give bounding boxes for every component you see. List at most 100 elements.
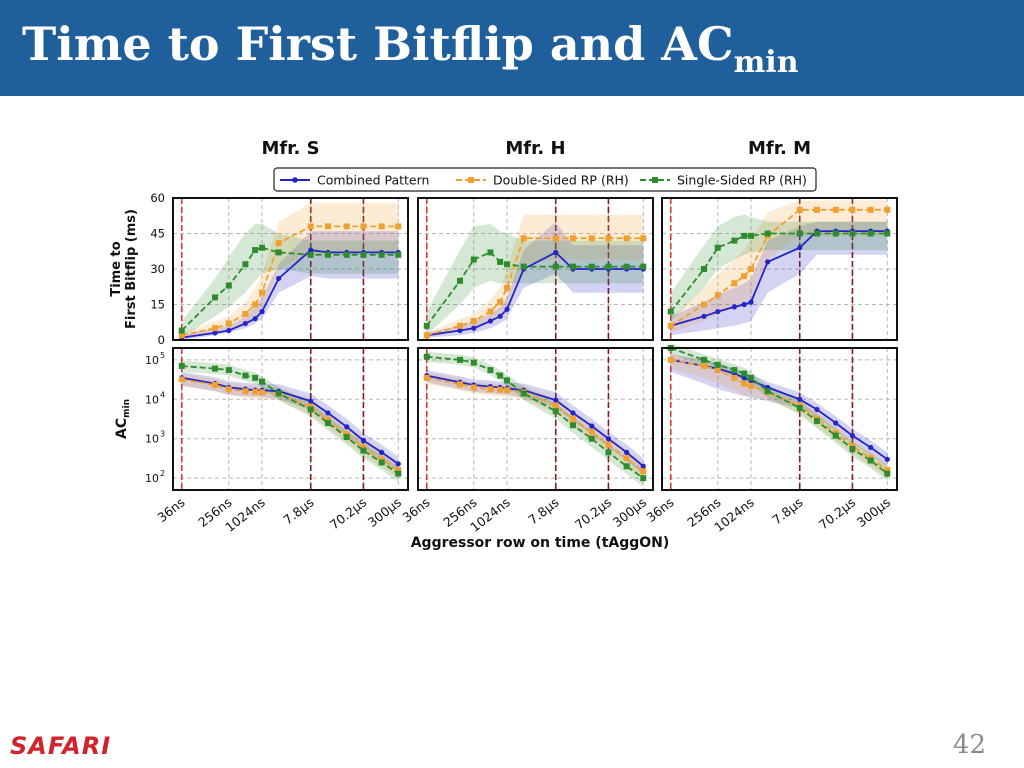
data-point [395,251,402,258]
data-point [520,390,527,397]
data-point [867,230,874,237]
data-point [797,396,803,402]
data-point [504,387,511,394]
data-point [884,456,890,462]
data-point [504,284,511,291]
series-single-sided-rp-rh [423,249,647,329]
panel-frame [661,197,898,341]
x-tick-label: 7.8µs [525,495,561,528]
data-point [520,263,527,270]
data-point [553,397,559,403]
data-point [395,470,402,477]
data-point [226,327,232,334]
data-point [242,388,249,395]
data-point [457,327,463,334]
data-point [379,449,385,455]
data-point [178,362,185,369]
data-point [849,445,856,452]
data-point [700,362,707,369]
data-point [470,256,477,263]
panel-frame [417,347,654,491]
data-point [867,206,874,213]
band-single-sided-rp-rh [181,360,399,482]
data-point [456,277,463,284]
data-point [225,320,232,327]
data-point [714,361,721,368]
data-point [325,410,331,416]
series-single-sided-rp-rh [667,230,891,315]
data-point [714,367,721,374]
y-tick-label: 60 [150,191,165,205]
y-tick-base: 10 [145,433,159,446]
data-point [308,247,314,253]
data-point [640,463,646,469]
data-point [667,322,674,329]
data-point [344,424,350,430]
data-point [504,261,511,268]
data-point [225,282,232,289]
data-point [849,230,856,237]
data-point [178,376,185,383]
data-point [324,223,331,230]
data-point [741,375,747,381]
legend-label: Double-Sided RP (RH) [493,173,629,188]
data-point [701,313,707,319]
data-point [360,444,367,451]
data-point [640,475,647,482]
band-combined-pattern [670,354,888,468]
series-single-sided-rp-rh [178,244,402,334]
data-point [470,318,477,325]
data-point [252,374,259,381]
data-point [275,390,282,397]
y-tick-exponent: 4 [160,390,165,399]
data-point [470,359,477,366]
data-point [471,325,477,331]
mfr-title-mfr-h: Mfr. H [505,138,565,159]
data-point [275,249,282,256]
panel-frame [172,197,409,341]
y-label-line1: Time to [109,241,124,296]
y-label-line2: First Bitflip (ms) [124,209,139,329]
bottom-y-axis-label: ACmin [114,399,132,439]
data-point [569,422,576,429]
data-point [497,258,504,265]
data-point [225,386,232,393]
data-point [487,318,494,324]
data-point [259,244,266,251]
data-point [470,384,477,391]
data-point [252,301,259,308]
data-point [276,275,282,282]
data-point [307,406,314,413]
data-point [764,230,771,237]
data-point [741,301,747,308]
data-point [553,249,559,256]
data-point [504,377,511,384]
data-point [487,249,494,256]
data-point [259,389,266,396]
data-point [748,232,755,239]
data-point [588,435,595,442]
data-point [764,388,771,395]
data-point [552,402,559,409]
legend-entry-single-sided-rp-rh: Single-Sided RP (RH) [640,173,807,188]
data-point [343,434,350,441]
data-point [259,289,266,296]
band-single-sided-rp-rh [426,224,644,336]
data-point [570,410,576,416]
data-point [497,386,504,393]
data-point [748,374,755,381]
data-point [487,308,494,315]
data-point [731,237,738,244]
legend-box [273,167,817,192]
data-point [259,309,265,315]
data-point [456,381,463,388]
data-point [741,273,748,280]
data-point [456,356,463,363]
data-point [731,367,738,374]
band-single-sided-rp-rh [426,351,644,487]
slide-title-subscript: min [733,45,799,80]
data-point [731,280,738,287]
data-point [211,325,218,332]
data-point [178,332,185,339]
data-point [395,461,401,467]
